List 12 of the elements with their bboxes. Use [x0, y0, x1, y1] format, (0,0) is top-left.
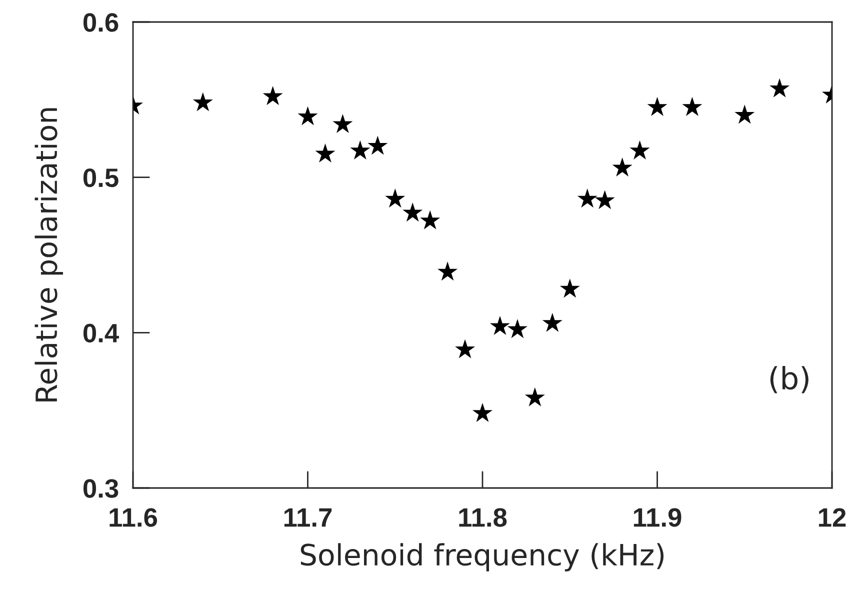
x-tick-label: 11.8	[459, 508, 507, 527]
y-tick-label: 0.6	[83, 13, 118, 32]
x-axis-title: Solenoid frequency (kHz)	[300, 543, 664, 572]
x-tick-label: 11.7	[284, 508, 332, 527]
y-tick-label: 0.3	[83, 479, 118, 498]
x-tick-label: 11.6	[110, 508, 158, 527]
y-tick-label: 0.4	[83, 324, 119, 342]
y-tick-label: 0.5	[83, 168, 118, 188]
annotation: (b)	[770, 366, 808, 394]
x-tick-label: 12	[818, 508, 846, 527]
x-tick-label: 11.9	[634, 508, 682, 527]
y-axis-title: Relative polarization	[34, 108, 63, 402]
